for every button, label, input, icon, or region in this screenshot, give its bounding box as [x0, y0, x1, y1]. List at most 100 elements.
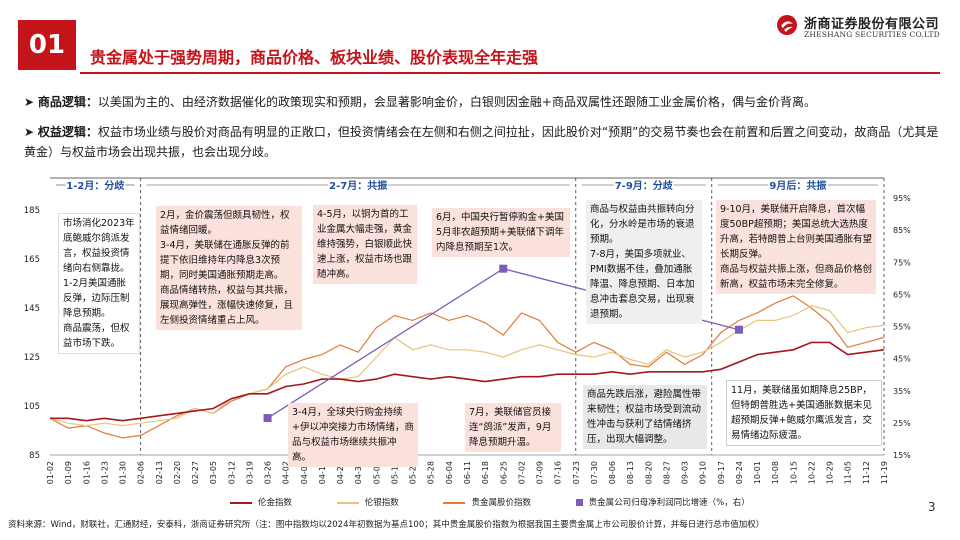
annotation-text: 商品情绪转热，权益与其共振，展现高弹性，涨幅快速修复，且左侧投资情绪重占上风。 — [160, 285, 294, 326]
x-tick-label: 06-18 — [481, 461, 490, 484]
x-tick-label: 03-05 — [209, 461, 218, 484]
x-tick-label: 04-30 — [354, 461, 363, 484]
phase-label: 2-7月：共振 — [329, 179, 387, 192]
x-tick-label: 05-07 — [372, 461, 381, 484]
annotation-text: 商品与权益共振上涨，但商品价格创新高，权益市场未完全修复。 — [720, 264, 873, 290]
x-tick-label: 02-06 — [137, 461, 146, 484]
brand-logo-icon — [777, 15, 797, 35]
x-tick-label: 08-20 — [644, 461, 653, 484]
x-tick-label: 06-11 — [463, 461, 472, 484]
annotation-mar-apr-central-bank: 3-4月，全球央行购金持续+伊以冲突接力市场情绪，商品与权益市场继续共振冲高。 — [288, 403, 418, 467]
brand-name-cn: 浙商证券股份有限公司 — [804, 17, 940, 32]
legend-label: 贵金属公司归母净利润同比增速（%，右） — [588, 498, 750, 508]
x-tick-label: 02-13 — [155, 461, 164, 484]
x-tick-label: 09-03 — [681, 461, 690, 484]
x-tick-label: 04-02 — [282, 461, 291, 484]
x-tick-label: 07-02 — [517, 461, 526, 484]
x-tick-label: 06-25 — [499, 461, 508, 484]
annotation-text: 商品震荡，但权益市场下跌。 — [63, 323, 130, 349]
source-footnote: 资料来源：Wind，财联社，汇通财经，安泰科，浙商证券研究所（注：图中指数均以2… — [8, 520, 765, 530]
x-tick-label: 07-30 — [590, 461, 599, 484]
y-left-tick-label: 145 — [24, 304, 40, 314]
annotation-text: 市场消化2023年底鲍威尔鸽派发言，权益投资情绪向右侧靠拢。 — [63, 218, 135, 274]
x-tick-label: 03-12 — [227, 461, 236, 484]
x-tick-label: 09-10 — [699, 461, 708, 484]
x-tick-label: 05-21 — [409, 461, 418, 484]
annotation-text: 11月，美联储虽如期降息25BP，但特朗普胜选+美国通胀数据未见超预期反弹+鲍威… — [731, 385, 872, 441]
annotation-text: 1-2月美国通胀反弹，边际压制降息预期。 — [63, 278, 130, 319]
y-left-tick-label: 105 — [24, 402, 40, 412]
legend-item-stock: 贵金属股价指数 — [443, 496, 531, 508]
annotation-jul-sep: 商品与权益由共振转向分化，分水岭是市场的衰退预期。 7-8月，美国多项就业、PM… — [586, 200, 702, 324]
x-tick-label: 02-20 — [173, 461, 182, 484]
legend-item-profit: 贵金属公司归母净利润同比增速（%，右） — [575, 496, 750, 508]
annotation-text: 4-5月，以铜为首的工业金属大幅走强，黄金维持强势，白银顺此快速上涨，权益市场也… — [317, 209, 413, 280]
annotation-feb-apr: 2月，金价震荡但颇具韧性，权益情绪回暖。 3-4月，美联储在通胀反弹的前提下依旧… — [156, 206, 302, 330]
annotation-apr-may: 4-5月，以铜为首的工业金属大幅走强，黄金维持强势，白银顺此快速上涨，权益市场也… — [313, 205, 417, 284]
bullet-text: 以美国为主的、由经济数据催化的政策现实和预期，会显著影响金价，白银则因金融+商品… — [97, 95, 816, 109]
brand-name-en: ZHESHANG SECURITIES CO.LTD — [804, 30, 940, 39]
legend-label: 伦银指数 — [364, 498, 399, 508]
y-right-tick-label: 55% — [893, 323, 911, 332]
y-left-tick-label: 165 — [24, 255, 40, 265]
x-tick-label: 03-19 — [245, 461, 254, 484]
x-tick-label: 04-23 — [336, 461, 345, 484]
chart-legend: 伦金指数 伦银指数 贵金属股价指数 贵金属公司归母净利润同比增速（%，右） — [230, 496, 792, 508]
x-tick-label: 08-06 — [608, 461, 617, 484]
legend-label: 伦金指数 — [258, 498, 293, 508]
bullet-arrow-icon: ➤ — [24, 125, 35, 139]
x-tick-label: 01-09 — [64, 461, 73, 484]
profit-growth-marker — [734, 325, 743, 334]
legend-item-gold: 伦金指数 — [230, 496, 292, 508]
x-tick-label: 04-09 — [300, 461, 309, 484]
x-tick-label: 07-16 — [554, 461, 563, 484]
legend-label: 贵金属股价指数 — [471, 498, 531, 508]
y-right-tick-label: 75% — [893, 258, 911, 267]
profit-growth-marker — [499, 264, 508, 273]
x-tick-label: 05-14 — [390, 461, 399, 484]
annotation-june: 6月，中国央行暂停购金+美国5月非农超预期+美联储下调年内降息预期至1次。 — [432, 208, 570, 257]
phase-label: 7-9月：分歧 — [615, 179, 674, 192]
y-right-tick-label: 95% — [893, 194, 911, 203]
annotation-nov: 11月，美联储虽如期降息25BP，但特朗普胜选+美国通胀数据未见超预期反弹+鲍威… — [726, 380, 882, 446]
x-tick-label: 06-04 — [445, 461, 454, 484]
x-tick-label: 07-23 — [572, 461, 581, 484]
y-left-tick-label: 85 — [29, 451, 40, 461]
y-right-tick-label: 35% — [893, 387, 911, 396]
y-right-tick-label: 45% — [893, 355, 911, 364]
x-tick-label: 10-08 — [771, 461, 780, 484]
phase-label: 1-2月：分歧 — [66, 179, 125, 192]
page-title: 贵金属处于强势周期，商品价格、板块业绩、股价表现全年走强 — [90, 48, 539, 67]
y-right-tick-label: 85% — [893, 226, 911, 235]
annotation-text: 7-8月，美国多项就业、PMI数据不佳，叠加通胀降温、降息预期、日本加息冲击套息… — [590, 249, 695, 320]
phase-label: 9月后：共振 — [769, 179, 826, 192]
bullet-commodity-logic: ➤ 商品逻辑：以美国为主的、由经济数据催化的政策现实和预期，会显著影响金价，白银… — [24, 92, 940, 112]
x-tick-label: 02-27 — [191, 461, 200, 484]
annotation-sep-oct: 9-10月，美联储开启降息，首次幅度50BP超预期；美国总统大选热度升高，若特朗… — [716, 200, 876, 294]
annotation-aug-adjustment: 商品先跌后涨，避险属性带来韧性；权益市场受到流动性冲击与获利了结情绪挤压，出现大… — [583, 385, 707, 449]
y-right-tick-label: 25% — [893, 419, 911, 428]
annotation-jan-feb: 市场消化2023年底鲍威尔鸽派发言，权益投资情绪向右侧靠拢。 1-2月美国通胀反… — [58, 213, 140, 354]
x-tick-label: 09-24 — [735, 461, 744, 484]
annotation-text: 7月，美联储官员接连“鸽派”发声，9月降息预期升温。 — [469, 407, 552, 448]
annotation-text: 9-10月，美联储开启降息，首次幅度50BP超预期；美国总统大选热度升高，若特朗… — [720, 204, 873, 260]
y-right-tick-label: 15% — [893, 451, 911, 460]
bullet-label: 权益逻辑： — [37, 125, 98, 139]
annotation-text: 3-4月，美联储在通胀反弹的前提下依旧维持年内降息3次预期，同时美国通胀预期走高… — [160, 240, 290, 281]
page-number: 3 — [928, 500, 936, 514]
annotation-text: 商品与权益由共振转向分化，分水岭是市场的衰退预期。 — [590, 204, 695, 245]
series-line — [50, 341, 885, 422]
x-tick-label: 10-01 — [753, 461, 762, 484]
x-tick-label: 07-09 — [536, 461, 545, 484]
x-tick-label: 11-12 — [862, 461, 871, 484]
x-tick-label: 04-16 — [318, 461, 327, 484]
bullet-label: 商品逻辑： — [37, 95, 98, 109]
y-left-tick-label: 185 — [24, 206, 40, 216]
x-tick-label: 01-02 — [46, 461, 55, 484]
x-tick-label: 01-23 — [100, 461, 109, 484]
bullet-equity-logic: ➤ 权益逻辑：权益市场业绩与股价对商品有明显的正敞口，但投资情绪会在左侧和右侧之… — [24, 122, 940, 162]
x-tick-label: 01-16 — [82, 461, 91, 484]
x-tick-label: 10-29 — [826, 461, 835, 484]
annotation-text: 商品先跌后涨，避险属性带来韧性；权益市场受到流动性冲击与获利了结情绪挤压，出现大… — [587, 389, 702, 445]
